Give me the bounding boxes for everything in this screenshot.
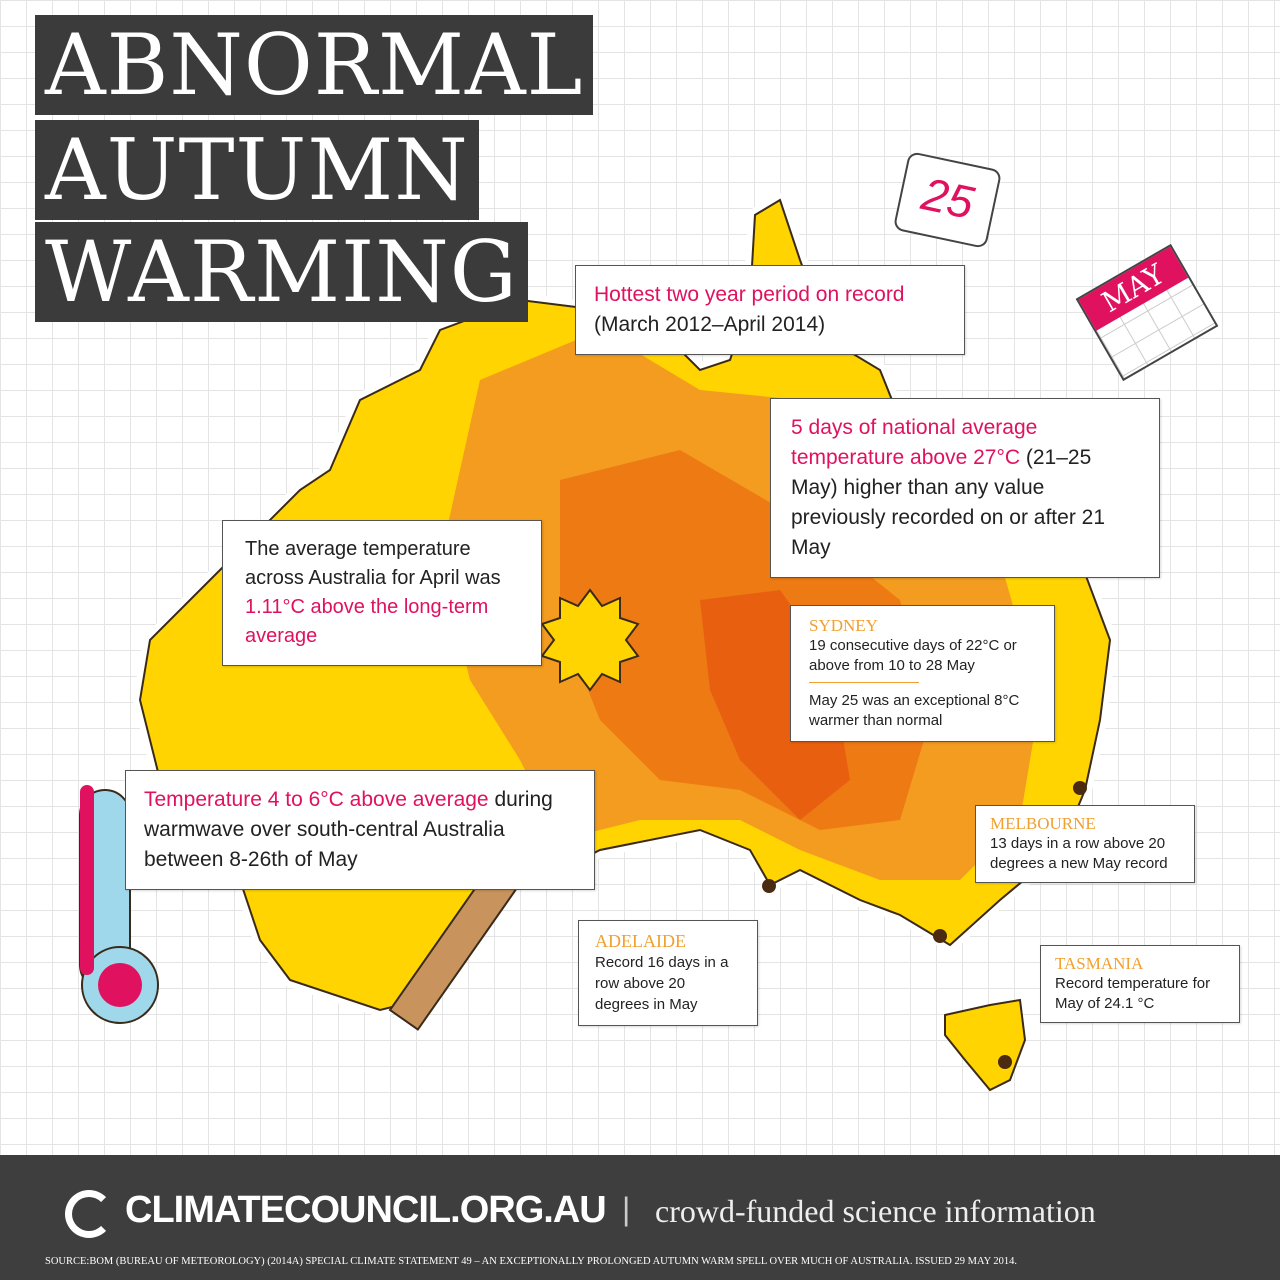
title-line-2: AUTUMN xyxy=(35,120,479,220)
callout-tasmania: TASMANIA Record temperature for May of 2… xyxy=(1040,945,1240,1023)
calendar-day-number: 25 xyxy=(917,167,979,229)
adelaide-marker xyxy=(762,879,776,893)
callout-melbourne: MELBOURNE 13 days in a row above 20 degr… xyxy=(975,805,1195,883)
callout-warmwave: Temperature 4 to 6°C above average durin… xyxy=(125,770,595,890)
tasmania xyxy=(944,998,1027,1092)
tagline: crowd-funded science information xyxy=(655,1193,1096,1229)
tasmania-marker xyxy=(998,1055,1012,1069)
source-note: SOURCE:BOM (BUREAU OF METEOROLOGY) (2014… xyxy=(45,1256,1018,1267)
callout-hottest: Hottest two year period on record (March… xyxy=(575,265,965,355)
brand-link[interactable]: CLIMATECOUNCIL.ORG.AU xyxy=(125,1189,607,1231)
footer: CLIMATECOUNCIL.ORG.AU | crowd-funded sci… xyxy=(0,1155,1280,1280)
melbourne-marker xyxy=(933,929,947,943)
callout-five-days: 5 days of national average temperature a… xyxy=(770,398,1160,578)
title-line-1: ABNORMAL xyxy=(35,15,594,115)
thermometer-icon xyxy=(79,785,159,1024)
title-line-3: WARMING xyxy=(35,222,528,322)
sun-icon xyxy=(540,588,640,692)
callout-adelaide: ADELAIDE Record 16 days in a row above 2… xyxy=(578,920,758,1026)
separator: | xyxy=(622,1191,631,1227)
callout-april: The average temperature across Australia… xyxy=(222,520,542,666)
callout-sydney: SYDNEY 19 consecutive days of 22°C or ab… xyxy=(790,605,1055,742)
climate-council-logo-icon xyxy=(65,1190,113,1238)
sydney-marker xyxy=(1073,781,1087,795)
